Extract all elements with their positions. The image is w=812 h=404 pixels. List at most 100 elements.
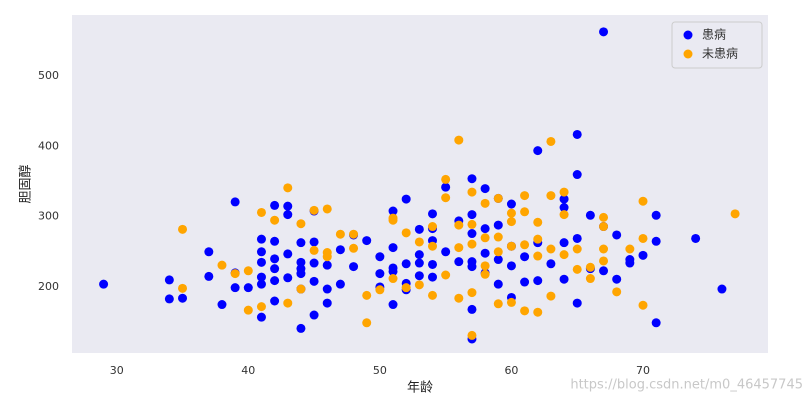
legend-box — [671, 21, 763, 69]
point — [217, 260, 227, 270]
point — [388, 243, 398, 253]
point — [178, 293, 188, 303]
point — [572, 233, 582, 243]
point — [493, 279, 503, 289]
point — [243, 283, 253, 293]
point — [375, 269, 385, 279]
point — [454, 257, 464, 267]
point — [441, 174, 451, 184]
point — [612, 230, 622, 240]
point — [533, 217, 543, 227]
point — [625, 258, 635, 268]
point — [546, 191, 556, 201]
point — [283, 273, 293, 283]
point — [388, 215, 398, 225]
point — [283, 183, 293, 193]
point — [467, 187, 477, 197]
point — [559, 238, 569, 248]
point — [322, 260, 332, 270]
point — [388, 206, 398, 216]
point — [243, 305, 253, 315]
point — [559, 210, 569, 220]
point — [441, 193, 451, 203]
legend-label: 未患病 — [702, 46, 738, 61]
point — [401, 283, 411, 293]
point — [178, 224, 188, 234]
point — [375, 252, 385, 262]
point — [559, 250, 569, 260]
point — [585, 262, 595, 272]
point — [99, 279, 109, 289]
point — [730, 209, 740, 219]
point — [256, 234, 266, 244]
point — [480, 261, 490, 271]
point — [270, 264, 280, 274]
point — [651, 318, 661, 328]
point — [480, 198, 490, 208]
point — [533, 251, 543, 261]
watermark: https://blog.csdn.net/m0_46457745 — [570, 378, 803, 393]
point — [599, 256, 609, 266]
point — [533, 234, 543, 244]
point — [467, 288, 477, 298]
point — [638, 300, 648, 310]
point — [467, 304, 477, 314]
point — [401, 194, 411, 204]
point — [296, 284, 306, 294]
point — [559, 203, 569, 213]
point — [572, 129, 582, 139]
point — [467, 330, 477, 340]
point — [256, 207, 266, 217]
point — [520, 191, 530, 201]
y-tick-label: 400 — [38, 139, 59, 152]
point — [349, 262, 359, 272]
point — [270, 254, 280, 264]
legend-marker — [683, 30, 693, 40]
point — [506, 241, 516, 251]
point — [493, 193, 503, 203]
point — [414, 237, 424, 247]
point — [651, 210, 661, 220]
point — [480, 184, 490, 194]
point — [572, 170, 582, 180]
point — [493, 232, 503, 242]
point — [296, 257, 306, 267]
point — [335, 279, 345, 289]
point — [599, 212, 609, 222]
point — [256, 312, 266, 322]
point — [467, 239, 477, 249]
point — [467, 219, 477, 229]
point — [533, 307, 543, 317]
point — [533, 146, 543, 156]
point — [546, 291, 556, 301]
x-tick-label: 70 — [636, 364, 650, 377]
point — [256, 247, 266, 257]
point — [599, 222, 609, 232]
point — [427, 290, 437, 300]
point — [520, 240, 530, 250]
point — [546, 259, 556, 269]
point — [230, 197, 240, 207]
point — [427, 209, 437, 219]
point — [625, 244, 635, 254]
point — [414, 280, 424, 290]
point — [362, 290, 372, 300]
point — [480, 224, 490, 234]
point — [388, 266, 398, 276]
plot-area — [72, 15, 768, 353]
point — [441, 247, 451, 257]
point — [480, 269, 490, 279]
point — [362, 236, 372, 246]
point — [493, 247, 503, 257]
y-tick-label: 200 — [38, 280, 59, 293]
point — [651, 236, 661, 246]
point — [335, 229, 345, 239]
point — [270, 296, 280, 306]
point — [546, 244, 556, 254]
point — [572, 264, 582, 274]
point — [717, 284, 727, 294]
point — [520, 306, 530, 316]
point — [585, 210, 595, 220]
point — [520, 277, 530, 287]
point — [296, 238, 306, 248]
